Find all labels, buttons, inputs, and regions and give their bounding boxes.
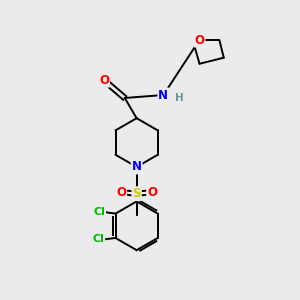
Text: Cl: Cl	[92, 235, 104, 244]
Text: O: O	[147, 186, 157, 199]
Text: O: O	[99, 74, 109, 87]
Text: H: H	[175, 93, 184, 103]
Text: N: N	[132, 160, 142, 173]
Text: S: S	[132, 187, 141, 200]
Text: O: O	[194, 34, 205, 46]
Text: O: O	[116, 186, 126, 199]
Text: N: N	[158, 88, 168, 101]
Text: Cl: Cl	[93, 207, 105, 217]
